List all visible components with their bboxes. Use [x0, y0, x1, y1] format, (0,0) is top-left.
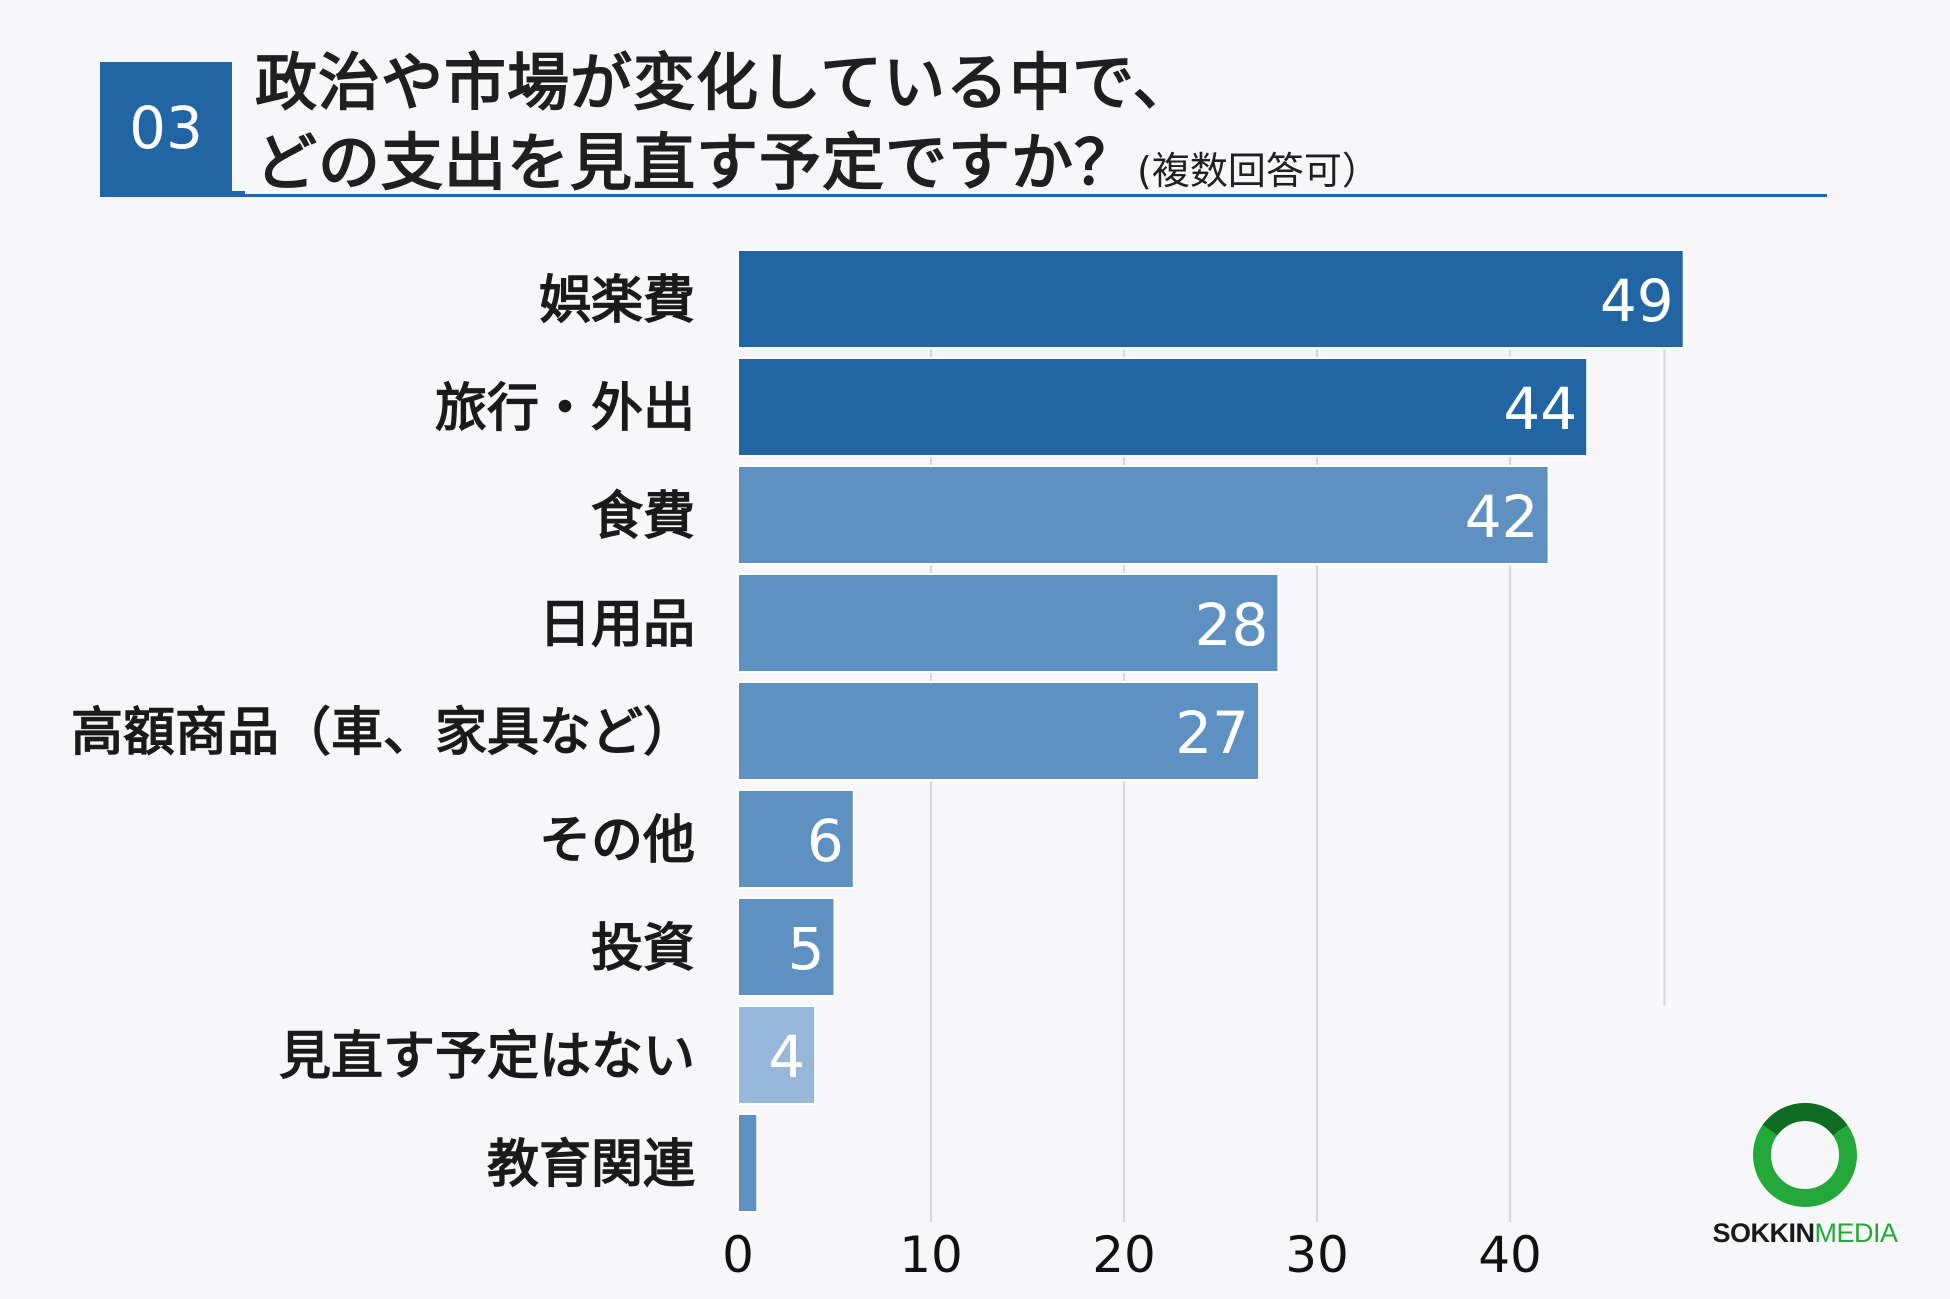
bar	[737, 357, 1589, 457]
sokkin-media-logo: SOKKINMEDIA	[1690, 1100, 1920, 1260]
bar	[737, 465, 1550, 565]
title-line-1: 政治や市場が変化している中で、	[255, 46, 1196, 119]
logo-ring-icon	[1753, 1103, 1857, 1207]
bar	[737, 1113, 759, 1213]
x-tick-label: 40	[1478, 1226, 1542, 1284]
x-tick-label: 20	[1092, 1226, 1156, 1284]
title-note: (複数回答可）	[1137, 149, 1380, 193]
bar	[737, 573, 1280, 673]
category-label: その他	[539, 811, 695, 871]
category-label: 高額商品（車、家具など）	[71, 703, 695, 763]
category-label: 投資	[591, 919, 695, 979]
category-label: 日用品	[539, 595, 695, 655]
data-label: 4	[768, 1023, 805, 1091]
header-rule	[100, 194, 1827, 197]
x-tick-label: 0	[722, 1226, 754, 1284]
bar	[737, 249, 1685, 349]
data-label: 28	[1195, 591, 1269, 659]
question-number-badge: 03	[100, 62, 232, 194]
data-label: 44	[1503, 375, 1577, 443]
data-label: 6	[807, 807, 844, 875]
logo-text-media: MEDIA	[1814, 1218, 1899, 1248]
x-tick-labels: 0 10 20 30 40	[722, 1226, 1542, 1284]
category-label: 教育関連	[487, 1135, 696, 1195]
data-label: 27	[1175, 699, 1249, 767]
x-tick-label: 10	[899, 1226, 963, 1284]
title-main: どの支出を見直す予定ですか？	[255, 126, 1138, 199]
title-line-2: どの支出を見直す予定ですか？(複数回答可）	[255, 112, 1380, 202]
bar	[737, 897, 836, 997]
data-label: 5	[788, 915, 825, 983]
bar	[737, 681, 1261, 781]
x-tick-label: 30	[1285, 1226, 1349, 1284]
bar	[737, 1005, 817, 1105]
category-label: 娯楽費	[539, 271, 695, 331]
logo-text-sokkin: SOKKIN	[1712, 1218, 1815, 1248]
data-label: 49	[1600, 267, 1674, 335]
data-label: 42	[1465, 483, 1539, 551]
category-label: 見直す予定はない	[279, 1027, 695, 1087]
category-label: 旅行・外出	[435, 379, 695, 439]
question-number: 03	[129, 94, 203, 162]
bars	[737, 249, 1685, 1213]
value-labels: 49 44 42 28 27 6 5 4	[768, 267, 1673, 1091]
logo-text: SOKKINMEDIA	[1690, 1218, 1920, 1249]
bar	[737, 789, 855, 889]
category-label: 食費	[591, 487, 695, 547]
